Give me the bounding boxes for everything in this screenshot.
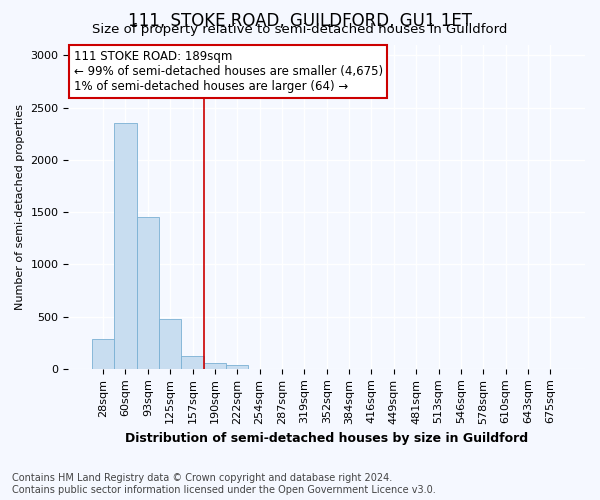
Text: 111, STOKE ROAD, GUILDFORD, GU1 1ET: 111, STOKE ROAD, GUILDFORD, GU1 1ET <box>128 12 472 30</box>
Text: Size of property relative to semi-detached houses in Guildford: Size of property relative to semi-detach… <box>92 22 508 36</box>
Bar <box>114 124 137 369</box>
Bar <box>226 364 248 369</box>
X-axis label: Distribution of semi-detached houses by size in Guildford: Distribution of semi-detached houses by … <box>125 432 528 445</box>
Y-axis label: Number of semi-detached properties: Number of semi-detached properties <box>15 104 25 310</box>
Bar <box>181 356 204 369</box>
Text: 111 STOKE ROAD: 189sqm
← 99% of semi-detached houses are smaller (4,675)
1% of s: 111 STOKE ROAD: 189sqm ← 99% of semi-det… <box>74 50 383 93</box>
Bar <box>92 338 114 369</box>
Bar <box>159 319 181 369</box>
Text: Contains HM Land Registry data © Crown copyright and database right 2024.
Contai: Contains HM Land Registry data © Crown c… <box>12 474 436 495</box>
Bar <box>204 362 226 369</box>
Bar <box>137 218 159 369</box>
